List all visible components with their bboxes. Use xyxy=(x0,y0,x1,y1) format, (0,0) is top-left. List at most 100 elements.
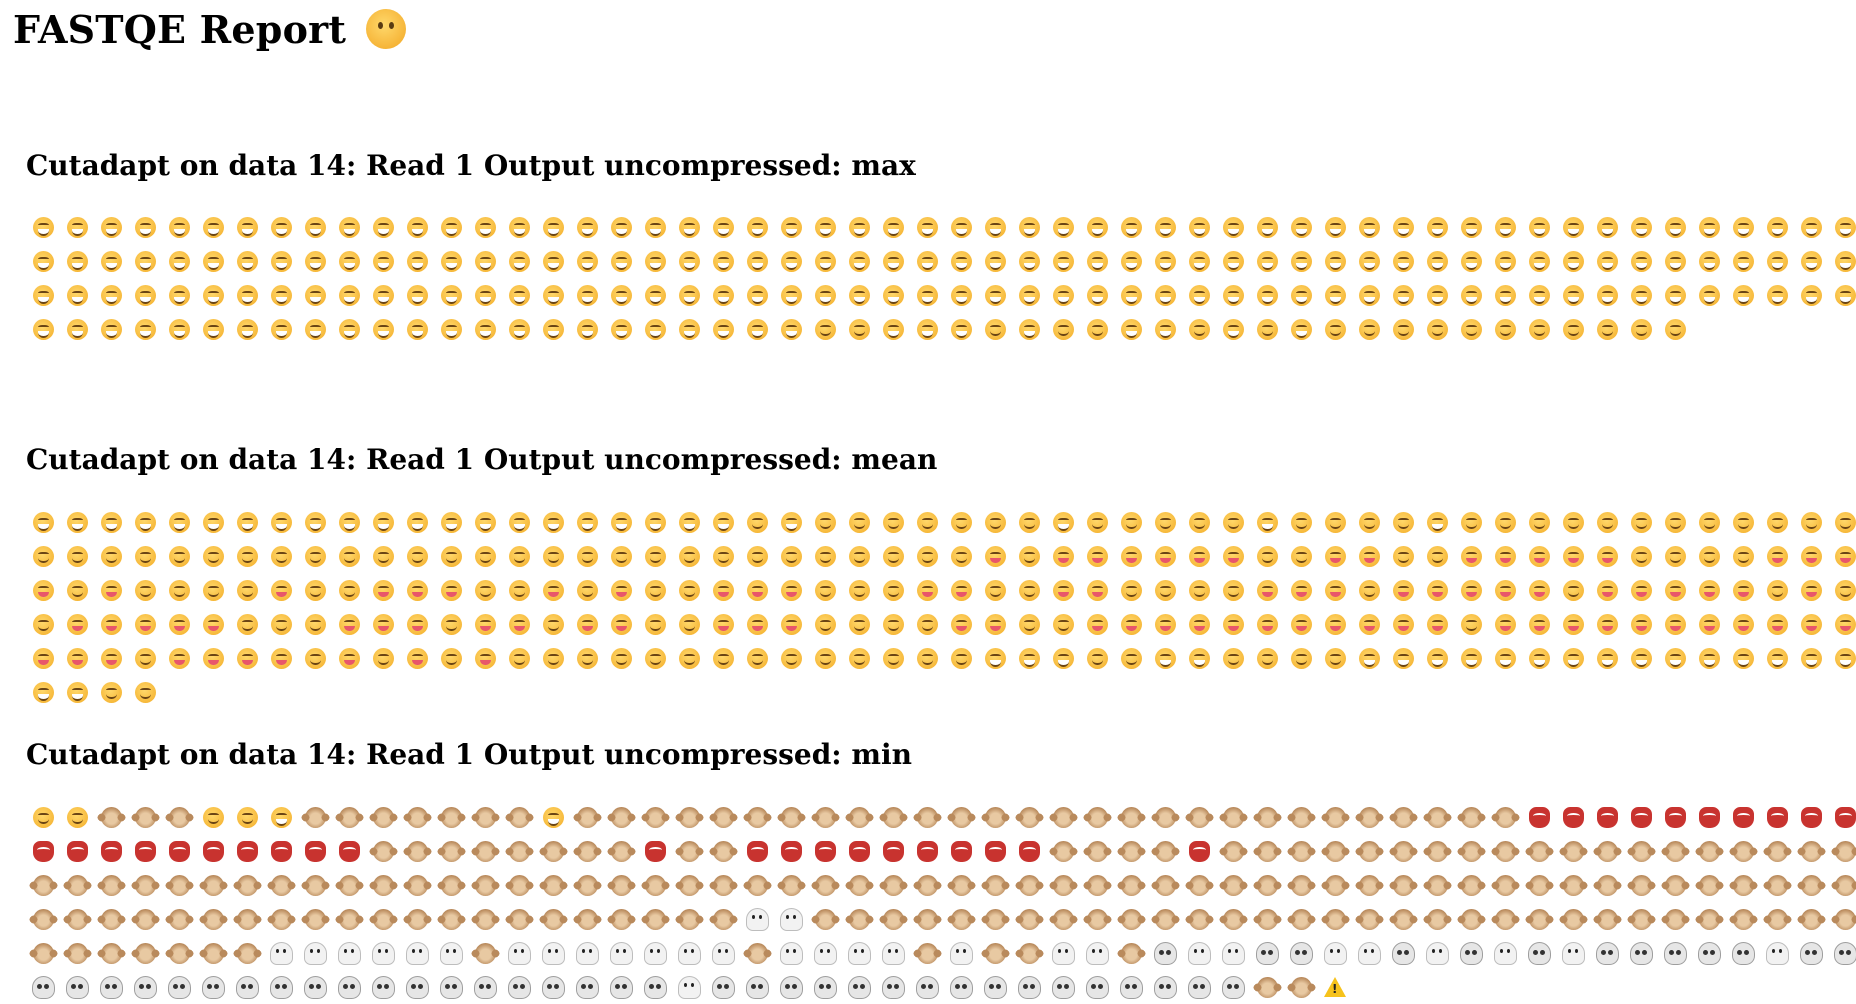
grinning-face-icon xyxy=(570,505,604,539)
monkey-icon xyxy=(1250,902,1284,936)
monkey-icon xyxy=(1726,902,1760,936)
winking-face-icon xyxy=(1080,505,1114,539)
winking-face-icon xyxy=(876,539,910,573)
face-with-tongue-icon xyxy=(1624,573,1658,607)
ghost-icon xyxy=(672,970,706,1004)
winking-face-icon xyxy=(1012,539,1046,573)
grinning-face-icon xyxy=(128,505,162,539)
monkey-icon xyxy=(672,902,706,936)
grinning-face-icon xyxy=(400,505,434,539)
monkey-icon xyxy=(740,936,774,970)
goblin-icon xyxy=(944,834,978,868)
winking-face-icon xyxy=(1318,641,1352,675)
skull-icon xyxy=(570,970,604,1004)
grinning-face-icon xyxy=(230,210,264,244)
winking-face-icon xyxy=(842,641,876,675)
grinning-face-icon xyxy=(468,312,502,346)
monkey-icon xyxy=(1726,834,1760,868)
skull-icon xyxy=(536,970,570,1004)
face-with-tongue-icon xyxy=(94,607,128,641)
grinning-face-icon xyxy=(332,210,366,244)
grinning-face-icon xyxy=(570,312,604,346)
face-with-tongue-icon xyxy=(468,607,502,641)
monkey-icon xyxy=(1114,936,1148,970)
winking-face-icon xyxy=(94,539,128,573)
grinning-face-icon xyxy=(434,312,468,346)
winking-face-icon xyxy=(740,505,774,539)
face-with-tongue-icon xyxy=(706,607,740,641)
grinning-face-icon xyxy=(1828,641,1856,675)
grinning-face-icon xyxy=(94,312,128,346)
face-with-tongue-icon xyxy=(162,607,196,641)
monkey-icon xyxy=(128,868,162,902)
grinning-face-icon xyxy=(26,675,60,709)
monkey-icon xyxy=(910,868,944,902)
grinning-face-icon xyxy=(1794,641,1828,675)
grinning-face-icon xyxy=(502,210,536,244)
grinning-face-icon xyxy=(400,244,434,278)
winking-face-icon xyxy=(332,539,366,573)
monkey-icon xyxy=(978,800,1012,834)
grinning-face-icon xyxy=(1318,244,1352,278)
monkey-icon xyxy=(978,936,1012,970)
monkey-icon xyxy=(672,800,706,834)
face-with-tongue-icon xyxy=(1828,539,1856,573)
grinning-face-icon xyxy=(1046,505,1080,539)
monkey-icon xyxy=(1556,868,1590,902)
face-with-tongue-icon xyxy=(1250,607,1284,641)
grinning-face-icon xyxy=(638,278,672,312)
monkey-icon xyxy=(1114,834,1148,868)
grinning-face-icon xyxy=(1794,278,1828,312)
winking-face-icon xyxy=(1114,573,1148,607)
monkey-icon xyxy=(468,902,502,936)
face-with-tongue-icon xyxy=(1420,573,1454,607)
winking-face-icon xyxy=(298,641,332,675)
skull-icon xyxy=(1114,970,1148,1004)
ghost-icon xyxy=(672,936,706,970)
grinning-face-icon xyxy=(1420,505,1454,539)
face-with-tongue-icon xyxy=(604,607,638,641)
monkey-icon xyxy=(1386,834,1420,868)
winking-face-icon xyxy=(978,573,1012,607)
monkey-icon xyxy=(1046,800,1080,834)
monkey-icon xyxy=(1148,800,1182,834)
face-with-tongue-icon xyxy=(332,641,366,675)
face-with-tongue-icon xyxy=(94,641,128,675)
winking-face-icon xyxy=(808,539,842,573)
winking-face-icon xyxy=(1250,641,1284,675)
face-with-tongue-icon xyxy=(400,607,434,641)
grinning-face-icon xyxy=(1658,244,1692,278)
monkey-icon xyxy=(1250,834,1284,868)
grinning-face-icon xyxy=(26,505,60,539)
face-with-tongue-icon xyxy=(1794,607,1828,641)
grinning-face-icon xyxy=(400,210,434,244)
grinning-face-icon xyxy=(1522,244,1556,278)
monkey-icon xyxy=(128,800,162,834)
ghost-icon xyxy=(1488,936,1522,970)
face-with-tongue-icon xyxy=(162,641,196,675)
grinning-face-icon xyxy=(60,675,94,709)
winking-face-icon xyxy=(604,641,638,675)
winking-face-icon xyxy=(1726,505,1760,539)
monkey-icon xyxy=(604,834,638,868)
grinning-face-icon xyxy=(910,278,944,312)
skull-icon xyxy=(1148,936,1182,970)
monkey-icon xyxy=(1760,834,1794,868)
winking-face-icon xyxy=(1148,573,1182,607)
grinning-face-icon xyxy=(1420,244,1454,278)
winking-face-icon xyxy=(1454,312,1488,346)
winking-face-icon xyxy=(876,607,910,641)
winking-face-icon xyxy=(672,607,706,641)
grinning-face-icon xyxy=(706,244,740,278)
grinning-face-icon xyxy=(1658,641,1692,675)
grinning-face-icon xyxy=(808,278,842,312)
winking-face-icon xyxy=(1386,312,1420,346)
goblin-icon xyxy=(162,834,196,868)
monkey-icon xyxy=(1590,902,1624,936)
monkey-icon xyxy=(1080,800,1114,834)
monkey-icon xyxy=(434,868,468,902)
ghost-icon xyxy=(570,936,604,970)
grinning-face-icon xyxy=(26,312,60,346)
grinning-face-icon xyxy=(162,244,196,278)
winking-face-icon xyxy=(366,641,400,675)
